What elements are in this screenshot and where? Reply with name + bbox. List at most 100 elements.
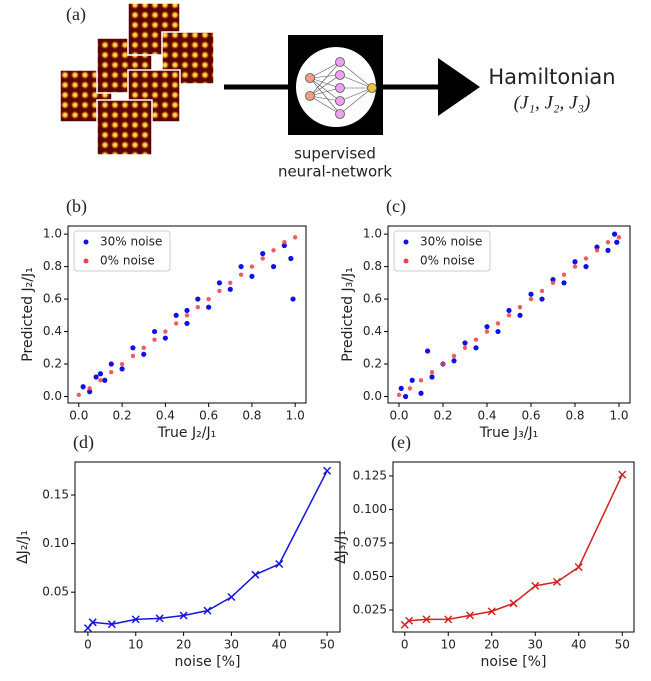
y-tick-label: 0.025 bbox=[353, 603, 387, 617]
scatter-point bbox=[76, 392, 82, 398]
scatter-point bbox=[451, 358, 457, 364]
marker bbox=[323, 466, 332, 475]
marker bbox=[574, 563, 583, 572]
scatter-point bbox=[418, 378, 424, 383]
scatter-point bbox=[184, 307, 190, 314]
scatter-point bbox=[271, 248, 276, 253]
marker bbox=[487, 607, 496, 616]
scatter-point bbox=[473, 337, 479, 342]
x-tick-label: 0.6 bbox=[521, 409, 540, 423]
y-tick-label: 0.075 bbox=[353, 535, 387, 549]
y-tick-label: 0.125 bbox=[353, 468, 387, 482]
scatter-point bbox=[206, 296, 211, 302]
scatter-point bbox=[451, 353, 457, 359]
y-axis-label: ΔJ₃/J₁ bbox=[333, 530, 349, 564]
y-tick-label: 0.10 bbox=[42, 536, 69, 550]
scatter-point bbox=[141, 351, 147, 357]
marker bbox=[531, 581, 540, 590]
x-axis-label: noise [%] bbox=[175, 654, 241, 670]
y-tick-label: 0.0 bbox=[363, 389, 382, 403]
x-tick-label: 1.0 bbox=[609, 409, 628, 423]
scatter-point bbox=[484, 324, 490, 330]
y-tick-label: 0.8 bbox=[43, 259, 62, 273]
scatter-point bbox=[429, 369, 435, 375]
scatter-point bbox=[184, 313, 190, 318]
marker bbox=[422, 615, 431, 624]
network-edges bbox=[309, 61, 373, 115]
scatter-point bbox=[260, 251, 266, 257]
x-tick-label: 0.4 bbox=[156, 409, 175, 423]
arrow-head bbox=[438, 58, 480, 116]
panel-label: (d) bbox=[73, 432, 94, 453]
scatter-point bbox=[605, 247, 611, 253]
marker bbox=[444, 615, 453, 624]
scatter-point bbox=[162, 335, 168, 341]
scatter-point bbox=[506, 313, 512, 318]
legend-box bbox=[73, 230, 171, 272]
marker bbox=[227, 592, 236, 602]
scatter-point bbox=[184, 320, 190, 327]
scatter-point bbox=[270, 263, 277, 270]
x-tick-label: 0.8 bbox=[242, 409, 261, 423]
caption: neural-network bbox=[278, 163, 392, 181]
y-tick-label: 0.2 bbox=[43, 357, 62, 371]
scatter-point bbox=[583, 263, 589, 270]
y-tick-label: 1.0 bbox=[43, 227, 62, 241]
x-tick-label: 20 bbox=[484, 638, 499, 652]
x-tick-label: 0.0 bbox=[69, 409, 88, 423]
x-tick-label: 1.0 bbox=[286, 409, 305, 423]
x-axis-label: noise [%] bbox=[481, 654, 547, 670]
marker bbox=[465, 611, 475, 620]
scatter-point bbox=[409, 377, 415, 383]
x-tick-label: 0 bbox=[84, 638, 92, 652]
marker bbox=[179, 611, 188, 620]
scatter-point bbox=[130, 353, 136, 359]
scatter-point bbox=[572, 259, 578, 265]
y-tick-label: 0.0 bbox=[43, 389, 62, 403]
marker bbox=[155, 614, 164, 623]
scatter-point bbox=[616, 235, 622, 240]
diagram: (a) supervised neural-network Hamiltonia… bbox=[59, 2, 616, 181]
x-tick-label: 40 bbox=[272, 638, 287, 652]
scatter-point bbox=[163, 329, 168, 334]
x-tick-label: 0 bbox=[401, 638, 409, 652]
y-tick-label: 0.05 bbox=[42, 585, 69, 599]
x-tick-label: 0.6 bbox=[199, 409, 218, 423]
scatter-point bbox=[109, 369, 114, 375]
scatter-point bbox=[561, 280, 567, 286]
scatter-point bbox=[440, 361, 446, 367]
panel-label: (c) bbox=[386, 196, 406, 217]
marker bbox=[88, 618, 97, 627]
y-tick-label: 0.6 bbox=[43, 292, 62, 306]
marker bbox=[275, 559, 284, 569]
scatter-point bbox=[238, 263, 244, 270]
x-tick-label: 50 bbox=[319, 638, 334, 652]
scatter-point bbox=[108, 361, 114, 367]
x-tick-label: 0.8 bbox=[565, 409, 584, 423]
marker bbox=[251, 570, 260, 579]
scatter-point bbox=[429, 374, 435, 380]
x-tick-label: 0.4 bbox=[477, 409, 496, 423]
legend-label: 30% noise bbox=[100, 235, 162, 249]
scatter-point bbox=[539, 296, 545, 302]
scatter-point bbox=[594, 248, 600, 253]
x-tick-label: 30 bbox=[528, 638, 543, 652]
scatter-point bbox=[195, 296, 201, 302]
scatter-point bbox=[173, 312, 179, 318]
legend-marker bbox=[403, 258, 409, 264]
scatter-point bbox=[130, 345, 136, 351]
x-tick-label: 10 bbox=[128, 638, 143, 652]
x-tick-label: 0.2 bbox=[433, 409, 452, 423]
scatter-point bbox=[249, 273, 255, 279]
scatter-point bbox=[282, 240, 287, 245]
marker bbox=[107, 620, 116, 629]
scatter-point bbox=[216, 280, 223, 286]
scatter-point bbox=[102, 377, 108, 383]
x-axis-label: True J₃/J₁ bbox=[479, 425, 538, 441]
y-tick-label: 0.4 bbox=[363, 324, 382, 338]
legend-marker bbox=[83, 258, 89, 264]
scatter-point bbox=[292, 235, 298, 240]
y-tick-label: 0.15 bbox=[42, 488, 69, 502]
x-tick-label: 10 bbox=[441, 638, 456, 652]
